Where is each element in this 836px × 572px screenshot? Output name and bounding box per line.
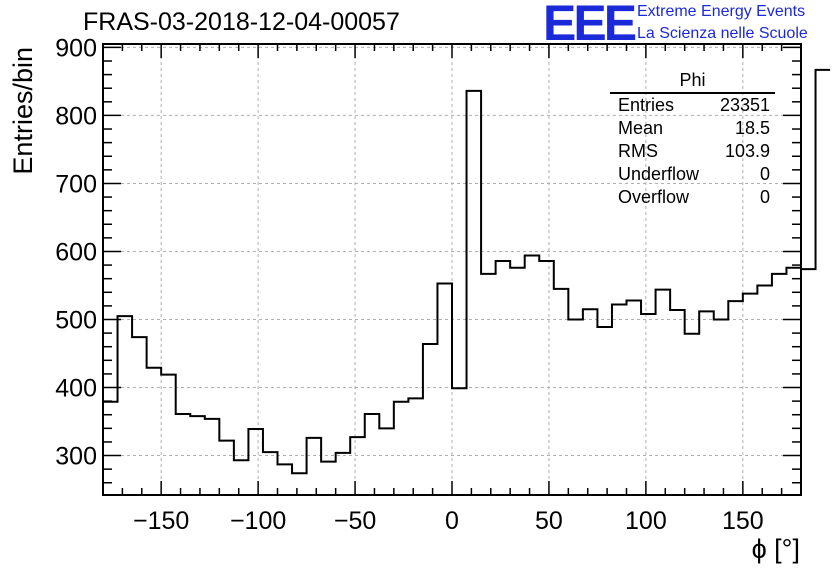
y-tick-label: 400	[55, 375, 97, 403]
plot-frame	[102, 43, 802, 496]
y-axis-label: Entries/bin	[8, 47, 38, 175]
x-tick-label: −50	[334, 507, 376, 535]
x-axis-label: ϕ [°]	[752, 534, 800, 564]
histogram-series	[103, 68, 831, 475]
stats-title: Phi	[610, 70, 775, 94]
y-tick-label: 700	[55, 170, 97, 198]
y-tick-label: 800	[55, 102, 97, 130]
stats-label: Entries	[618, 95, 675, 115]
y-tick-label: 300	[55, 443, 97, 471]
x-tick-label: 150	[722, 507, 764, 535]
stats-value: 0	[759, 187, 770, 207]
stats-row-mean: Mean 18.5	[610, 117, 775, 140]
stats-row-entries: Entries 23351	[610, 94, 775, 117]
stats-label: Overflow	[618, 187, 690, 207]
stats-box: Phi Entries 23351 Mean 18.5 RMS 103.9 Un…	[610, 70, 775, 209]
stats-value: 18.5	[734, 118, 770, 138]
stats-value: 23351	[719, 95, 770, 115]
stats-label: RMS	[618, 141, 658, 161]
stats-row-overflow: Overflow 0	[610, 186, 775, 209]
x-tick-label: −150	[133, 507, 189, 535]
stats-row-underflow: Underflow 0	[610, 163, 775, 186]
y-tick-label: 900	[55, 34, 97, 62]
x-tick-label: 100	[625, 507, 667, 535]
x-tick-label: 50	[535, 507, 563, 535]
y-tick-label: 600	[55, 238, 97, 266]
stats-row-rms: RMS 103.9	[610, 140, 775, 163]
chart-title: FRAS-03-2018-12-04-00057	[83, 8, 400, 36]
x-tick-label: 0	[445, 507, 459, 535]
eee-logo-line-1: Extreme Energy Events	[637, 3, 806, 20]
stats-value: 103.9	[724, 141, 770, 161]
stats-value: 0	[759, 164, 770, 184]
axis-ticks	[103, 44, 801, 495]
x-tick-label: −100	[230, 507, 286, 535]
eee-logo-line-2: La Scienza nelle Scuole	[637, 25, 808, 42]
stats-label: Mean	[618, 118, 664, 138]
stats-label: Underflow	[618, 164, 700, 184]
tick-labels: −150 −100 −50 0 50 100 150 300 400 500 600 700 800 90…	[55, 34, 763, 535]
eee-logo: EEE	[543, 0, 637, 51]
y-tick-label: 500	[55, 306, 97, 334]
